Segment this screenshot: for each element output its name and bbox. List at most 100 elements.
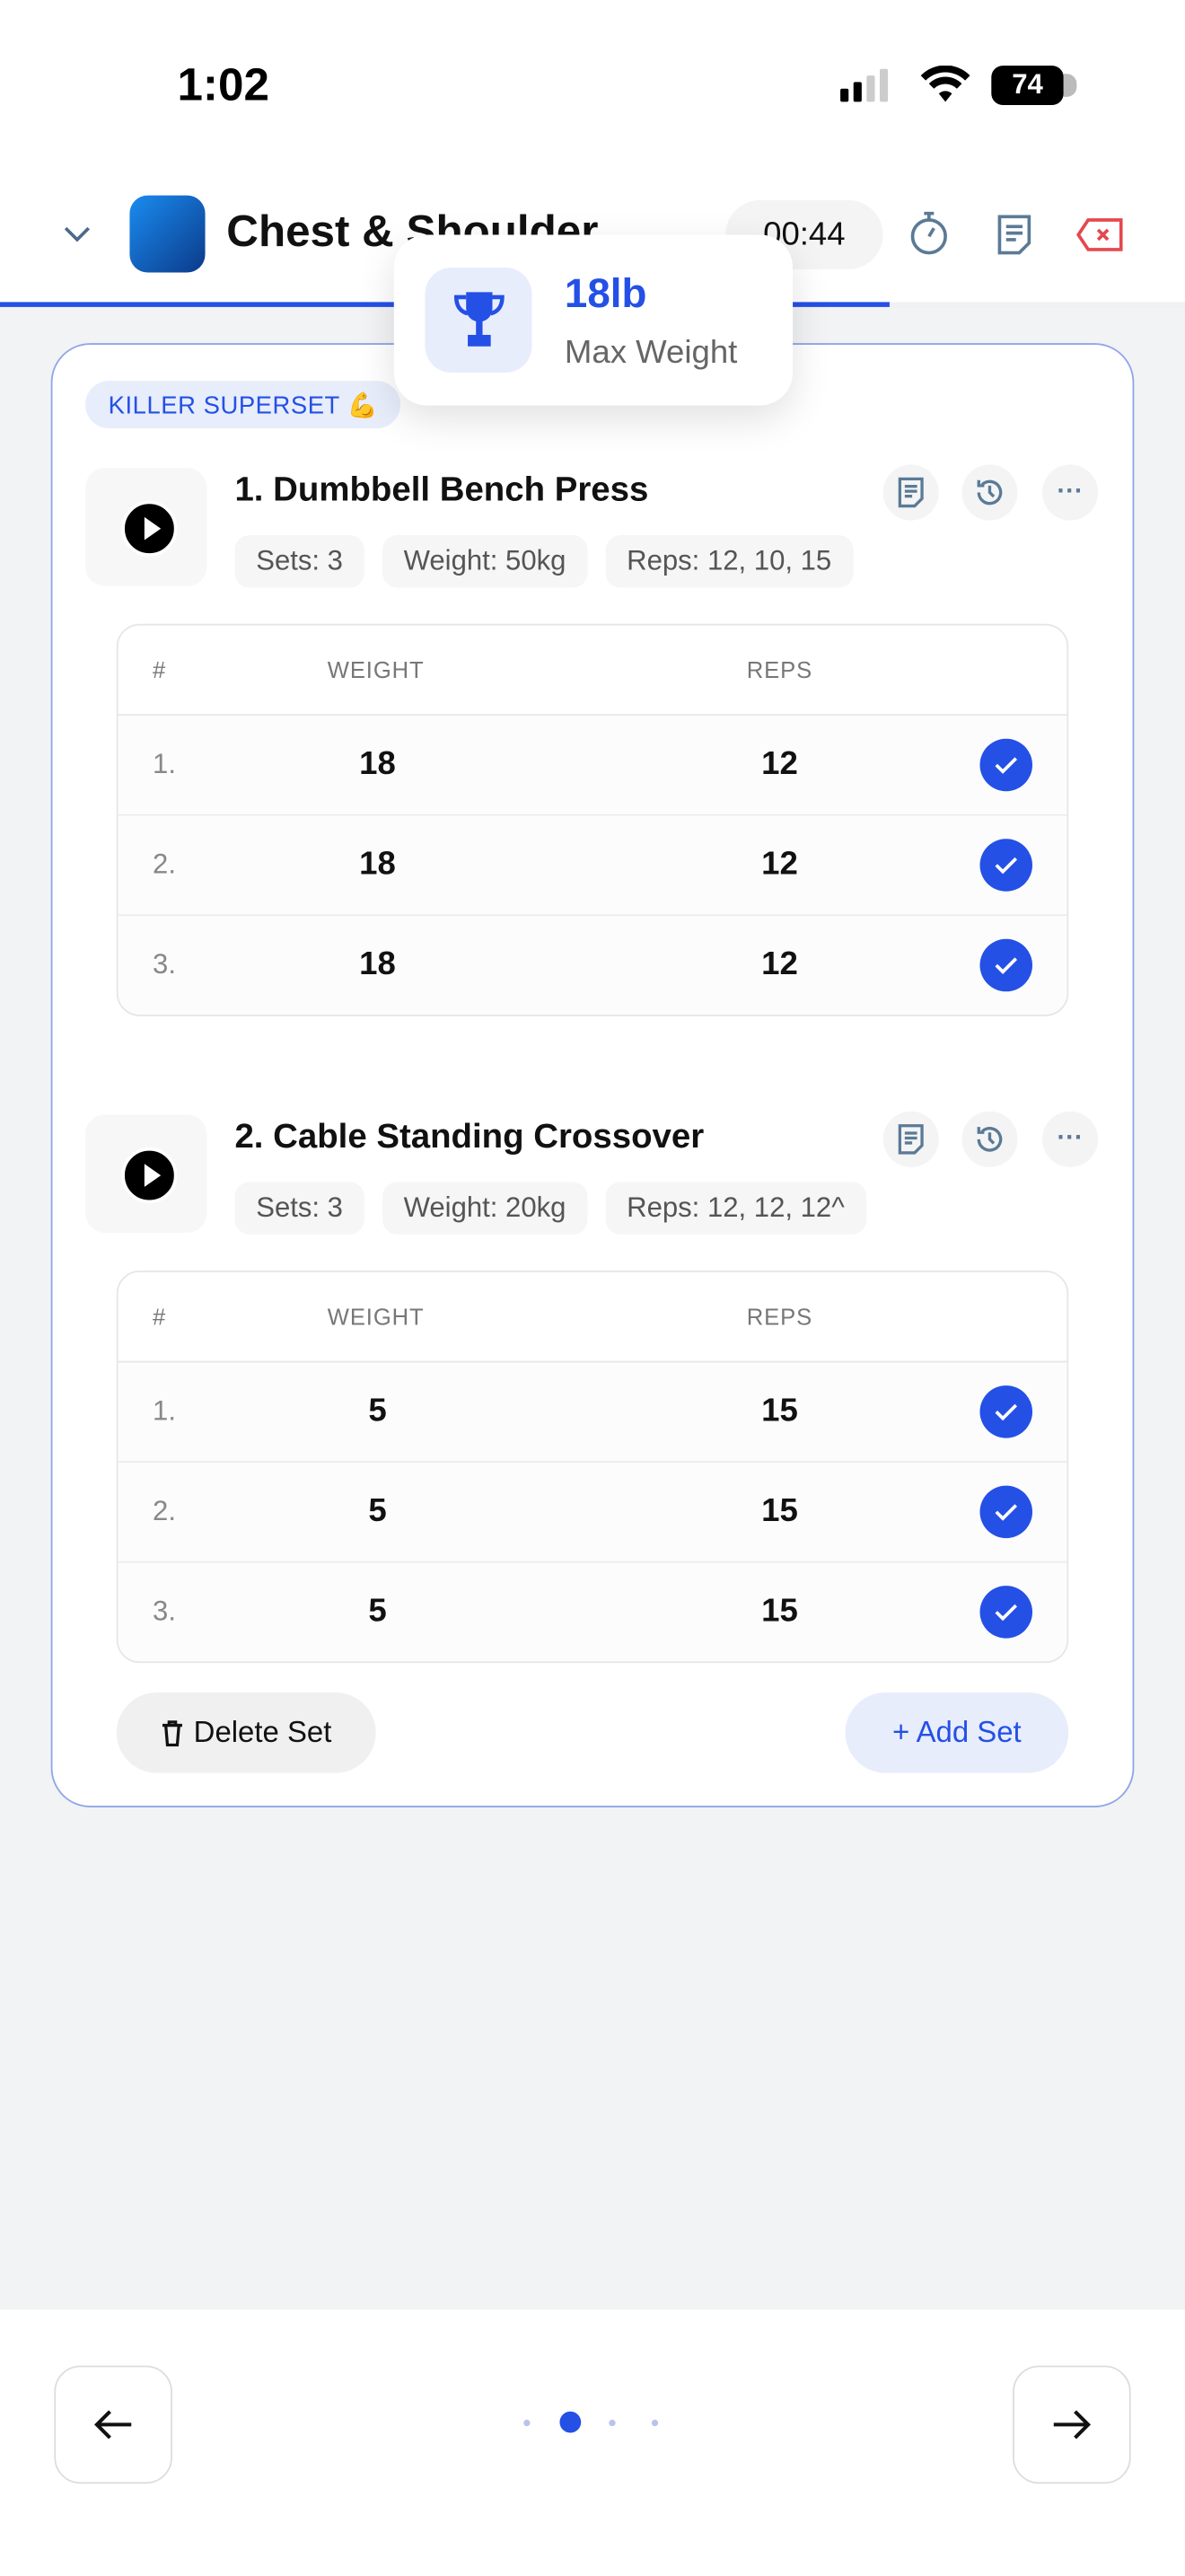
- battery-indicator: 74: [991, 66, 1077, 106]
- set-reps[interactable]: 12: [761, 946, 798, 983]
- notes-icon: [898, 477, 924, 508]
- page-dot[interactable]: [651, 2419, 659, 2427]
- reps-chip: Reps: 12, 10, 15: [605, 535, 854, 588]
- add-set-button[interactable]: + Add Set: [845, 1692, 1069, 1773]
- exercise-history-button[interactable]: [961, 464, 1018, 521]
- previous-button[interactable]: [54, 2365, 172, 2484]
- reps-chip: Reps: 12, 12, 12^: [605, 1182, 866, 1235]
- set-weight[interactable]: 18: [359, 745, 396, 783]
- set-number: 1.: [153, 748, 176, 780]
- exercise-thumbnail[interactable]: [85, 468, 207, 586]
- history-icon: [977, 479, 1003, 506]
- weight-chip: Weight: 20kg: [382, 1182, 588, 1235]
- more-icon: ···: [1057, 1124, 1084, 1153]
- sets-table: # WEIGHT REPS 1. 5 15 2. 5 15 3. 5 15: [116, 1270, 1069, 1664]
- sets-chip: Sets: 3: [234, 1182, 364, 1235]
- set-complete-checkbox[interactable]: [979, 1586, 1033, 1639]
- set-complete-checkbox[interactable]: [979, 839, 1033, 892]
- table-row: 3. 18 12: [118, 916, 1067, 1015]
- set-number: 3.: [153, 1596, 176, 1627]
- col-num: #: [153, 656, 167, 683]
- set-complete-checkbox[interactable]: [979, 1485, 1033, 1539]
- add-set-label: + Add Set: [892, 1715, 1022, 1749]
- history-icon: [977, 1127, 1003, 1152]
- status-time: 1:02: [177, 58, 269, 110]
- set-complete-checkbox[interactable]: [979, 738, 1033, 792]
- col-reps: REPS: [746, 1303, 813, 1330]
- exercise-notes-button[interactable]: [882, 1111, 939, 1167]
- delete-set-button[interactable]: Delete Set: [116, 1692, 376, 1773]
- trophy-icon-box: [425, 268, 532, 374]
- next-button[interactable]: [1013, 2365, 1131, 2484]
- set-reps[interactable]: 15: [761, 1393, 798, 1429]
- workout-avatar: [129, 195, 206, 273]
- table-row: 2. 18 12: [118, 815, 1067, 917]
- page-dot[interactable]: [559, 2411, 582, 2433]
- page-dot[interactable]: [609, 2419, 616, 2427]
- superset-badge: KILLER SUPERSET 💪: [85, 381, 401, 429]
- col-weight: WEIGHT: [327, 656, 425, 683]
- delete-set-label: Delete Set: [193, 1715, 332, 1749]
- weight-chip: Weight: 50kg: [382, 535, 588, 588]
- col-weight: WEIGHT: [327, 1303, 425, 1330]
- wifi-icon: [920, 66, 970, 102]
- set-number: 1.: [153, 1395, 176, 1427]
- table-row: 1. 5 15: [118, 1362, 1067, 1464]
- col-num: #: [153, 1303, 167, 1330]
- set-number: 2.: [153, 848, 176, 880]
- max-weight-popup: 18lb Max Weight: [393, 234, 794, 406]
- col-reps: REPS: [746, 656, 813, 683]
- notes-icon: [898, 1124, 924, 1155]
- sets-chip: Sets: 3: [234, 535, 364, 588]
- table-row: 2. 5 15: [118, 1463, 1067, 1563]
- exercise-more-button[interactable]: ···: [1041, 1111, 1099, 1167]
- notes-icon[interactable]: [995, 214, 1034, 257]
- cellular-signal-icon: [840, 68, 889, 102]
- delete-icon[interactable]: [1075, 216, 1125, 252]
- set-number: 2.: [153, 1495, 176, 1527]
- set-complete-checkbox[interactable]: [979, 938, 1033, 992]
- set-weight[interactable]: 5: [368, 1393, 387, 1429]
- check-icon: [995, 1403, 1018, 1421]
- max-weight-value: 18lb: [564, 270, 647, 317]
- set-weight[interactable]: 18: [359, 846, 396, 883]
- set-reps[interactable]: 15: [761, 1492, 798, 1530]
- arrow-right-icon: [1053, 2410, 1092, 2440]
- check-icon: [995, 957, 1018, 974]
- exercise-more-button[interactable]: ···: [1041, 464, 1099, 521]
- set-complete-checkbox[interactable]: [979, 1385, 1033, 1438]
- set-weight[interactable]: 18: [359, 946, 396, 983]
- page-dot[interactable]: [523, 2419, 531, 2427]
- exercise-chips: Sets: 3 Weight: 50kg Reps: 12, 10, 15: [234, 535, 854, 588]
- play-icon[interactable]: [121, 1147, 178, 1204]
- exercise-title: 2. Cable Standing Crossover: [234, 1118, 705, 1156]
- arrow-left-icon: [94, 2410, 132, 2440]
- exercise-title: 1. Dumbbell Bench Press: [234, 470, 649, 509]
- set-reps[interactable]: 12: [761, 846, 798, 883]
- more-icon: ···: [1057, 478, 1084, 506]
- exercise-chips: Sets: 3 Weight: 20kg Reps: 12, 12, 12^: [234, 1182, 866, 1235]
- play-icon[interactable]: [121, 500, 178, 557]
- stopwatch-icon[interactable]: [908, 208, 951, 258]
- set-reps[interactable]: 15: [761, 1593, 798, 1630]
- check-icon: [995, 1604, 1018, 1622]
- table-row: 3. 5 15: [118, 1562, 1067, 1662]
- table-header: # WEIGHT REPS: [118, 626, 1067, 717]
- chevron-down-icon[interactable]: [61, 220, 94, 246]
- set-number: 3.: [153, 948, 176, 980]
- max-weight-label: Max Weight: [564, 334, 738, 372]
- exercise-notes-button[interactable]: [882, 464, 939, 521]
- trophy-icon: [453, 292, 504, 347]
- set-weight[interactable]: 5: [368, 1593, 387, 1630]
- trash-icon: [162, 1719, 182, 1746]
- table-header: # WEIGHT REPS: [118, 1272, 1067, 1363]
- sets-table: # WEIGHT REPS 1. 18 12 2. 18 12 3. 18 12: [116, 623, 1069, 1016]
- exercise-thumbnail[interactable]: [85, 1114, 207, 1234]
- check-icon: [995, 857, 1018, 875]
- check-icon: [995, 757, 1018, 774]
- check-icon: [995, 1504, 1018, 1521]
- table-row: 1. 18 12: [118, 716, 1067, 816]
- exercise-history-button[interactable]: [961, 1111, 1018, 1167]
- set-reps[interactable]: 12: [761, 745, 798, 783]
- set-weight[interactable]: 5: [368, 1492, 387, 1530]
